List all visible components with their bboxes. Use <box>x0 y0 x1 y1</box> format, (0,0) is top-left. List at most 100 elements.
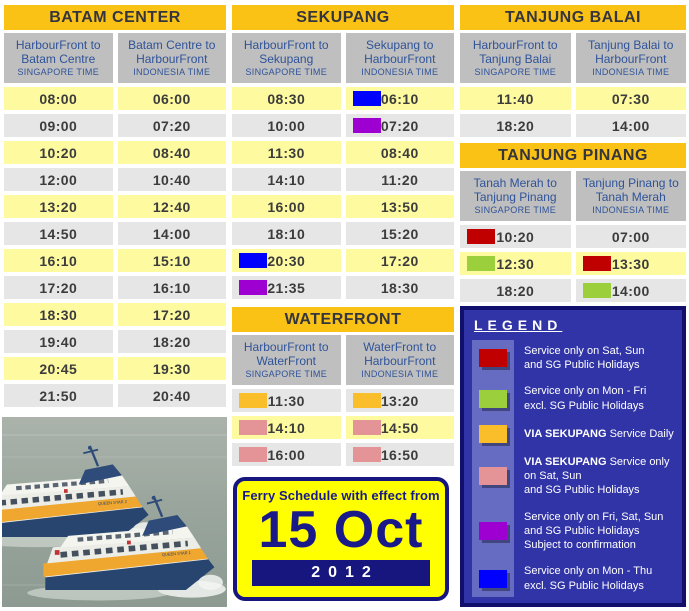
arrival-cell: 06:00 <box>117 87 226 110</box>
arrival-cell: 18:20 <box>117 330 226 353</box>
departure-time: 10:00 <box>267 117 306 134</box>
legend-item-textwrap: Service only on Mon - Fri excl. SG Publi… <box>524 384 646 413</box>
departure-time: 10:20 <box>496 228 535 245</box>
notice-year: 2012 <box>252 560 430 586</box>
service-color-tag <box>125 361 153 376</box>
service-color-tag <box>125 118 153 133</box>
departure-cell: 14:10 <box>232 168 341 191</box>
arrival-time: 13:30 <box>611 255 650 272</box>
departure-cell: 16:00 <box>232 443 341 466</box>
section-title: BATAM CENTER <box>4 5 226 30</box>
departure-time: 09:00 <box>39 117 78 134</box>
departure-time: 16:00 <box>267 198 306 215</box>
arrival-cell: 18:30 <box>345 276 454 299</box>
service-color-tag <box>353 145 381 160</box>
departure-cell: 20:30 <box>232 249 341 272</box>
service-color-tag <box>582 283 611 298</box>
arrival-time: 16:10 <box>152 279 191 296</box>
table-row: 20:30 17:20 <box>232 249 454 272</box>
departure-time: 10:20 <box>39 144 78 161</box>
arrival-cell: 13:30 <box>575 252 686 275</box>
route-label: Tanah Merah to Tanjung Pinang <box>473 176 557 204</box>
section-sekupang: SEKUPANG HarbourFront to Sekupang SINGAP… <box>232 5 454 303</box>
service-color-tag <box>467 229 495 244</box>
table-row: 16:10 15:10 <box>4 249 226 272</box>
service-color-tag <box>125 172 153 187</box>
departure-time: 11:30 <box>267 392 305 409</box>
route-label: HarbourFront to Tanjung Balai <box>472 38 558 66</box>
departure-cell: 17:20 <box>4 276 113 299</box>
arrival-cell: 17:20 <box>345 249 454 272</box>
departure-cell: 16:10 <box>4 249 113 272</box>
arrival-cell: 11:20 <box>345 168 454 191</box>
arrival-time: 07:20 <box>380 117 419 134</box>
departure-cell: 20:45 <box>4 357 113 380</box>
timetable-rows: 11:40 07:30 18:20 14:00 <box>460 87 686 137</box>
arrival-cell: 14:00 <box>117 222 226 245</box>
column-headers: HarbourFront to WaterFront SINGAPORE TIM… <box>232 335 454 385</box>
arrival-time: 20:40 <box>152 387 191 404</box>
legend-item-heading: VIA SEKUPANG <box>524 427 607 440</box>
service-color-tag <box>11 253 39 268</box>
departure-cell: 11:30 <box>232 389 341 412</box>
legend-item-text: Service only on Fri, Sat, Sun and SG Pub… <box>524 510 664 552</box>
arrival-time: 07:00 <box>611 228 650 245</box>
service-color-tag <box>583 229 611 244</box>
service-color-tag <box>125 280 153 295</box>
section-tanjung-balai: TANJUNG BALAI HarbourFront to Tanjung Ba… <box>460 5 686 141</box>
legend-item: VIA SEKUPANG Service only on Sat, Sun an… <box>464 455 680 498</box>
route-label: HarbourFront to Batam Centre <box>15 38 101 66</box>
table-row: 18:10 15:20 <box>232 222 454 245</box>
table-row: 18:20 14:00 <box>460 114 686 137</box>
section-title: TANJUNG BALAI <box>460 5 686 30</box>
section-title: SEKUPANG <box>232 5 454 30</box>
departure-cell: 21:35 <box>232 276 341 299</box>
column-header: Batam Centre to HarbourFront INDONESIA T… <box>117 33 226 83</box>
service-color-tag <box>467 256 495 271</box>
departure-cell: 12:00 <box>4 168 113 191</box>
timezone-label: INDONESIA TIME <box>361 368 439 379</box>
section-batam-center: BATAM CENTER HarbourFront to Batam Centr… <box>4 5 226 411</box>
arrival-cell: 16:50 <box>345 443 454 466</box>
timezone-label: SINGAPORE TIME <box>245 66 328 77</box>
table-row: 14:50 14:00 <box>4 222 226 245</box>
legend: LEGEND Service only on Sat, Sun and SG P… <box>460 306 686 607</box>
departure-time: 16:00 <box>267 446 306 463</box>
legend-color-swatch <box>479 424 507 443</box>
arrival-time: 19:30 <box>152 360 191 377</box>
table-row: 13:20 12:40 <box>4 195 226 218</box>
departure-time: 18:30 <box>39 306 78 323</box>
departure-time: 12:30 <box>496 255 535 272</box>
legend-item-text: Service only on Sat, Sun and SG Public H… <box>524 344 645 372</box>
service-color-tag <box>11 145 39 160</box>
departure-time: 12:00 <box>39 171 78 188</box>
legend-item: Service only on Mon - Thu excl. SG Publi… <box>464 564 680 593</box>
column-header: Tanjung Pinang to Tanah Merah INDONESIA … <box>575 171 686 221</box>
legend-item-text: Service only on Sat, Sun and SG Public H… <box>524 455 670 497</box>
arrival-cell: 07:00 <box>575 225 686 248</box>
legend-item-heading: VIA SEKUPANG <box>524 455 607 468</box>
legend-item: Service only on Mon - Fri excl. SG Publi… <box>464 384 680 413</box>
arrival-cell: 10:40 <box>117 168 226 191</box>
service-color-tag <box>582 256 611 271</box>
arrival-time: 15:10 <box>152 252 191 269</box>
table-row: 21:50 20:40 <box>4 384 226 407</box>
service-color-tag <box>353 253 381 268</box>
departure-time: 21:50 <box>39 387 78 404</box>
arrival-time: 11:20 <box>381 171 419 188</box>
table-row: 10:20 08:40 <box>4 141 226 164</box>
arrival-time: 07:20 <box>152 117 191 134</box>
table-row: 12:00 10:40 <box>4 168 226 191</box>
arrival-cell: 08:40 <box>345 141 454 164</box>
arrival-time: 06:10 <box>380 90 419 107</box>
arrival-time: 07:30 <box>611 90 650 107</box>
arrival-cell: 15:10 <box>117 249 226 272</box>
departure-time: 20:30 <box>267 252 306 269</box>
service-color-tag <box>583 118 611 133</box>
column-header: Tanjung Balai to HarbourFront INDONESIA … <box>575 33 686 83</box>
arrival-time: 14:00 <box>152 225 191 242</box>
legend-item-textwrap: VIA SEKUPANG Service Daily <box>524 427 674 441</box>
arrival-time: 08:40 <box>380 144 419 161</box>
route-label: Batam Centre to HarbourFront <box>128 38 216 66</box>
